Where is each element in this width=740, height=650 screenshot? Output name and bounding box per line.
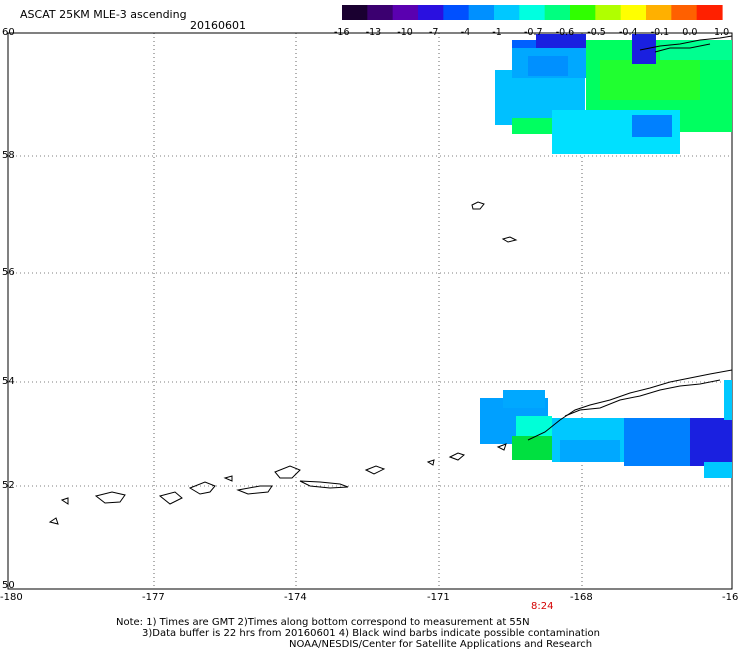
- island-adak: [364, 465, 386, 475]
- lon-label-16: -16: [722, 592, 739, 603]
- colorbar-swatch: [342, 5, 368, 20]
- lat-label-50: 50: [2, 580, 15, 591]
- swath-cell: [704, 462, 732, 478]
- island-atka: [274, 465, 301, 479]
- colorbar-swatch: [646, 5, 672, 20]
- island-near: [60, 497, 69, 505]
- colorbar-label: -0.4: [619, 27, 638, 38]
- swath-cell: [512, 436, 552, 460]
- colorbar-swatch: [418, 5, 444, 20]
- colorbar-label: -0.7: [524, 27, 543, 38]
- colorbar-label: -16: [334, 27, 350, 38]
- colorbar-swatch: [468, 5, 495, 20]
- swath-cell: [536, 34, 586, 48]
- lat-label-60: 60: [2, 27, 15, 38]
- pass-time-label: 8:24: [531, 601, 554, 612]
- lon-label-168: -168: [570, 592, 593, 603]
- lon-label-174: -174: [284, 592, 307, 603]
- colorbar-label: -0.5: [587, 27, 606, 38]
- colorbar-label: 0.0: [682, 27, 698, 38]
- colorbar-swatch: [570, 5, 596, 20]
- colorbar-swatch: [367, 5, 394, 20]
- lon-label-177: -177: [142, 592, 165, 603]
- footer-credit: NOAA/NESDIS/Center for Satellite Applica…: [289, 639, 593, 650]
- lon-label-180: -180: [0, 592, 23, 603]
- lon-label-171: -171: [427, 592, 450, 603]
- island: [223, 475, 233, 482]
- colorbar-label: -0.6: [555, 27, 575, 38]
- wind-swath-north: [495, 34, 732, 154]
- colorbar-swatch: [443, 5, 470, 20]
- colorbar-swatch: [494, 5, 520, 20]
- coastlines: [48, 35, 733, 525]
- colorbar-label: -4: [460, 27, 471, 38]
- swath-cell: [660, 40, 732, 60]
- lat-label-58: 58: [2, 150, 15, 161]
- island: [448, 452, 466, 461]
- island-pribilof-stgeorge: [501, 236, 518, 243]
- lat-label-56: 56: [2, 267, 15, 278]
- colorbar-swatch: [595, 5, 622, 20]
- footer-note-2: 3)Data buffer is 22 hrs from 20160601 4)…: [142, 628, 600, 639]
- swath-cell: [600, 60, 700, 100]
- colorbar-label: -13: [365, 27, 382, 38]
- lat-label-54: 54: [2, 376, 15, 387]
- colorbar-label: -7: [429, 27, 439, 38]
- swath-cell: [690, 418, 732, 466]
- coast-segment: [654, 43, 711, 53]
- colorbar-label: -1: [492, 27, 502, 38]
- swath-cell: [560, 440, 620, 462]
- swath-cell: [724, 380, 732, 420]
- island-rat: [188, 481, 216, 495]
- colorbar-swatch: [620, 5, 647, 20]
- swath-cell: [632, 115, 672, 137]
- colorbar: [342, 5, 723, 20]
- colorbar-swatch: [392, 5, 419, 20]
- coast-alaska-peninsula: [527, 369, 733, 441]
- colorbar-label: -0.1: [650, 27, 670, 38]
- island-near: [48, 517, 59, 525]
- island-attu: [94, 491, 126, 504]
- island: [236, 485, 273, 495]
- chart-title: ASCAT 25KM MLE-3 ascending: [20, 8, 187, 21]
- colorbar-swatch: [519, 5, 546, 20]
- island: [158, 491, 183, 505]
- colorbar-label: 1.0: [714, 27, 730, 38]
- island-pribilof-stpaul: [471, 201, 485, 210]
- coast-alaska-peninsula-north: [639, 35, 733, 51]
- swath-cell: [503, 390, 545, 408]
- colorbar-swatch: [671, 5, 698, 20]
- footer-note-1: Note: 1) Times are GMT 2)Times along bot…: [116, 617, 530, 628]
- colorbar-swatch: [544, 5, 571, 20]
- coast-unimak: [564, 379, 721, 417]
- island-chain: [299, 480, 349, 489]
- swath-cell: [512, 118, 552, 134]
- colorbar-swatch: [696, 5, 723, 20]
- island: [426, 459, 435, 466]
- plot-frame: [7, 32, 733, 590]
- chart-date: 20160601: [190, 19, 246, 32]
- colorbar-label: -10: [397, 27, 413, 38]
- lat-label-52: 52: [2, 480, 15, 491]
- wind-swath-south: [480, 380, 732, 478]
- swath-cell: [528, 56, 568, 76]
- island: [496, 443, 507, 451]
